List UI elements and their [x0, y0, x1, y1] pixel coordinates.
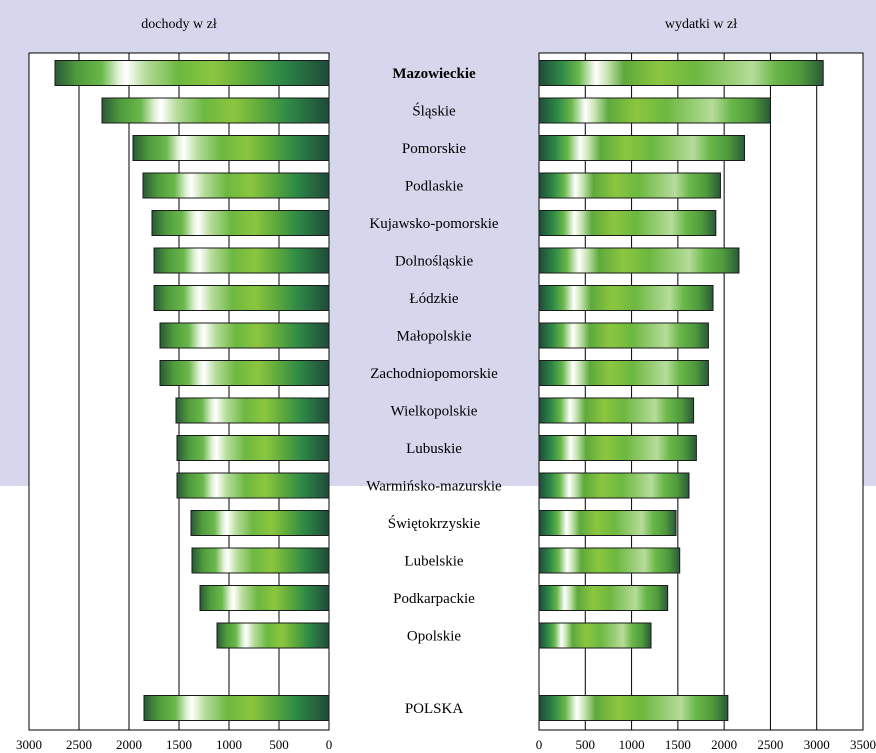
expenditure-bar-pomorskie — [538, 135, 746, 161]
right-tick-label: 1500 — [665, 737, 691, 752]
income-bar-dolnoslaskie — [153, 247, 330, 274]
category-label-wielkopolskie: Wielkopolskie — [391, 404, 478, 420]
left-panel-title: dochody w zł — [141, 17, 217, 32]
income-bar-lubelskie — [191, 547, 330, 574]
left-gridlines — [28, 53, 330, 730]
income-bar-slaskie — [101, 97, 330, 124]
income-bar-lodzkie — [153, 285, 330, 311]
category-label-dolnoslaskie: Dolnośląskie — [395, 254, 474, 270]
expenditure-bar-podkarpackie — [538, 585, 669, 611]
category-label-lubelskie: Lubelskie — [404, 554, 463, 570]
income-bar-warminsko-mazurskie — [176, 472, 330, 499]
right-tick-label: 3000 — [804, 737, 830, 752]
category-label-opolskie: Opolskie — [407, 629, 462, 645]
income-bar-podkarpackie — [199, 585, 330, 611]
expenditure-bar-zachodniopomorskie — [538, 360, 709, 386]
expenditure-bar-wielkopolskie — [538, 397, 695, 424]
right-tick-label: 1000 — [619, 737, 645, 752]
expenditure-bar-mazowieckie — [538, 60, 824, 86]
expenditure-bar-opolskie — [538, 622, 652, 649]
category-label-slaskie: Śląskie — [412, 103, 456, 120]
right-tick-label: 0 — [536, 737, 543, 752]
left-bars — [54, 60, 330, 721]
left-tick-label: 0 — [326, 737, 333, 752]
category-label-polska: POLSKA — [405, 701, 464, 717]
income-bar-kujawsko-pomorskie — [151, 210, 330, 236]
income-bar-pomorskie — [132, 135, 330, 161]
category-label-lubuskie: Lubuskie — [406, 441, 462, 457]
category-label-pomorskie: Pomorskie — [402, 141, 467, 157]
left-tick-labels: 3000 2500 2000 1500 1000 500 0 — [16, 737, 332, 752]
expenditure-bar-swietokrzyskie — [538, 510, 677, 536]
left-tick-label: 2000 — [116, 737, 142, 752]
income-bar-wielkopolskie — [175, 397, 330, 424]
expenditure-bar-lodzkie — [538, 285, 714, 311]
right-tick-label: 3500 — [850, 737, 876, 752]
expenditure-bar-lubuskie — [538, 435, 697, 461]
category-label-malopolskie: Małopolskie — [397, 329, 472, 345]
category-label-lodzkie: Łódzkie — [409, 291, 458, 307]
expenditure-bar-polska — [538, 695, 729, 721]
category-label-warminsko-mazurskie: Warmińsko-mazurskie — [366, 479, 502, 495]
left-tick-label: 1500 — [166, 737, 192, 752]
income-bar-swietokrzyskie — [190, 510, 330, 536]
expenditure-bar-slaskie — [538, 97, 771, 124]
income-bar-polska — [143, 695, 330, 721]
left-tick-label: 3000 — [16, 737, 42, 752]
income-bar-podlaskie — [142, 172, 330, 199]
category-label-zachodniopomorskie: Zachodniopomorskie — [370, 366, 498, 382]
left-tick-label: 2500 — [66, 737, 92, 752]
expenditure-bar-podlaskie — [538, 172, 721, 199]
expenditure-bar-malopolskie — [538, 322, 709, 349]
income-bar-opolskie — [216, 622, 330, 649]
left-tick-label: 500 — [269, 737, 289, 752]
category-labels: Mazowieckie Śląskie Pomorskie Podlaskie Kuja… — [366, 66, 502, 717]
right-panel-title: wydatki w zł — [665, 17, 737, 32]
category-label-mazowieckie: Mazowieckie — [392, 66, 476, 82]
category-label-podkarpackie: Podkarpackie — [393, 591, 475, 607]
right-plot-area — [538, 52, 864, 731]
expenditure-bar-kujawsko-pomorskie — [538, 210, 717, 236]
right-tick-label: 2500 — [757, 737, 783, 752]
right-gridlines — [538, 53, 864, 730]
right-bars — [538, 60, 824, 721]
right-tick-labels: 0 500 1000 1500 2000 2500 3000 3500 — [536, 737, 876, 752]
expenditure-bar-lubelskie — [538, 547, 681, 574]
income-bar-mazowieckie — [54, 60, 330, 86]
income-bar-lubuskie — [176, 435, 330, 461]
left-tick-label: 1000 — [216, 737, 242, 752]
right-tick-label: 2000 — [711, 737, 737, 752]
expenditure-bar-dolnoslaskie — [538, 247, 740, 274]
category-label-podlaskie: Podlaskie — [405, 179, 464, 195]
right-tick-label: 500 — [576, 737, 596, 752]
category-label-swietokrzyskie: Świętokrzyskie — [388, 515, 481, 532]
category-label-kujawsko-pomorskie: Kujawsko-pomorskie — [369, 216, 498, 232]
income-bar-malopolskie — [159, 322, 330, 349]
income-bar-zachodniopomorskie — [159, 360, 330, 386]
expenditure-bar-warminsko-mazurskie — [538, 472, 690, 499]
